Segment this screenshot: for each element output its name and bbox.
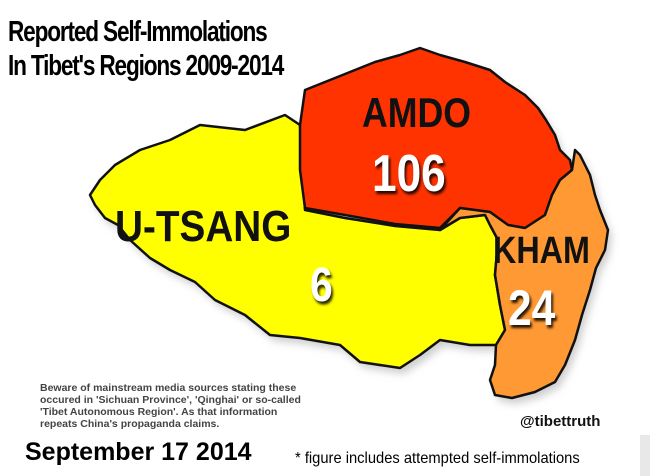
amdo-count: 106 xyxy=(372,145,446,203)
region-amdo xyxy=(298,46,574,230)
region-u-tsang xyxy=(88,113,507,370)
date-label: September 17 2014 xyxy=(25,438,252,466)
footnote: * figure includes attempted self-immolat… xyxy=(295,450,580,467)
media-disclaimer: Beware of mainstream media sources stati… xyxy=(40,382,380,430)
disclaimer-line: repeats China's propaganda claims. xyxy=(40,418,220,430)
edge-decoration xyxy=(640,435,650,476)
map-title-line-2: In Tibet's Regions 2009-2014 xyxy=(8,50,284,82)
kham-count: 24 xyxy=(508,280,556,336)
disclaimer-line: occured in 'Sichuan Province', 'Qinghai'… xyxy=(40,394,301,406)
map-title-line-1: Reported Self-Immolations xyxy=(8,16,268,48)
u-tsang-label: U-TSANG xyxy=(115,202,292,251)
kham-label: KHAM xyxy=(493,230,590,272)
amdo-label: AMDO xyxy=(362,89,472,136)
region-kham xyxy=(438,148,610,400)
disclaimer-line: Beware of mainstream media sources stati… xyxy=(40,382,297,394)
disclaimer-line: 'Tibet Autonomous Region'. As that infor… xyxy=(40,406,278,418)
twitter-handle: @tibettruth xyxy=(520,413,601,430)
u-tsang-count: 6 xyxy=(310,259,333,312)
